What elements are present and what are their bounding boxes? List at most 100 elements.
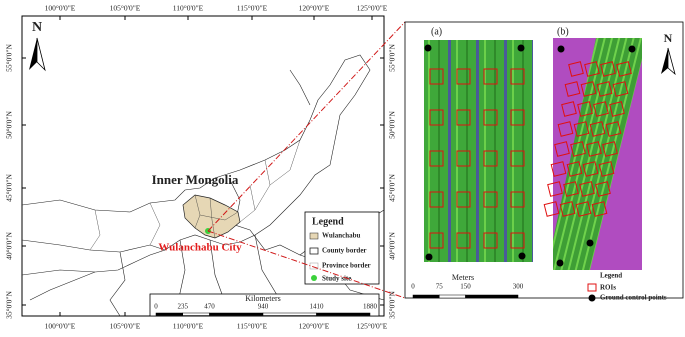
city-label: Wulanchabu City xyxy=(158,242,242,254)
roi xyxy=(483,109,498,126)
roi xyxy=(600,61,616,77)
roi xyxy=(570,141,586,157)
longitude-label: 120°0'0"E xyxy=(299,4,330,13)
scale-segment xyxy=(262,312,317,316)
roi xyxy=(483,232,498,249)
roi xyxy=(483,150,498,167)
km-scale: Kilometers 0 235 470 940 1410 1880 xyxy=(149,293,380,317)
longitude-label: 110°0'0"E xyxy=(173,322,204,331)
connector-lines xyxy=(207,21,406,299)
legend-swatch xyxy=(309,247,319,255)
roi xyxy=(429,150,444,167)
roi xyxy=(568,61,584,77)
legend-item: ROIs xyxy=(600,284,616,292)
roi xyxy=(596,81,613,97)
roi xyxy=(456,109,471,126)
roi xyxy=(456,68,471,85)
scale-tick-label: 1410 xyxy=(310,303,325,311)
north-arrow xyxy=(661,48,668,74)
roi xyxy=(559,201,576,217)
longitude-label: 115°0'0"E xyxy=(237,4,268,13)
latitude-label: 50°0'0"N xyxy=(5,111,14,139)
latitude-label: 55°0'0"N xyxy=(388,44,397,72)
m-scale: 0 75 150 300 xyxy=(411,283,524,299)
longitude-label: 100°0'0"E xyxy=(45,322,76,331)
panel-label: (a) xyxy=(431,26,442,37)
roi xyxy=(554,141,570,157)
legend-swatch xyxy=(309,232,319,240)
scale-tick-label: 1880 xyxy=(363,303,378,311)
latitude-label: 40°0'0"N xyxy=(388,232,397,260)
roi xyxy=(483,191,498,208)
legend-swatch xyxy=(588,294,596,302)
north-label: N xyxy=(32,20,42,35)
county-borders xyxy=(89,139,301,251)
roi xyxy=(609,101,625,117)
roi xyxy=(456,232,471,249)
scale-segment xyxy=(439,294,466,299)
roi xyxy=(605,121,622,137)
scale-tick-label: 0 xyxy=(154,303,158,311)
scale-tick-label: 150 xyxy=(460,283,471,291)
north-arrow xyxy=(667,47,676,76)
roi xyxy=(579,181,595,197)
scale-tick-label: 940 xyxy=(258,303,269,311)
latitude-label: 35°0'0"N xyxy=(5,291,14,319)
roi xyxy=(429,191,444,208)
roi xyxy=(584,61,600,77)
longitude-label: 120°0'0"E xyxy=(299,322,330,331)
latitude-label: 40°0'0"N xyxy=(5,232,14,260)
roi xyxy=(456,150,471,167)
latitude-label: 45°0'0"N xyxy=(388,174,397,202)
roi xyxy=(510,232,525,249)
latitude-label: 55°0'0"N xyxy=(5,44,14,72)
longitude-label: 105°0'0"E xyxy=(110,4,141,13)
scale-tick-label: 470 xyxy=(204,303,215,311)
scale-segment xyxy=(182,312,210,316)
roi xyxy=(616,61,632,77)
longitude-label: 125°0'0"E xyxy=(357,322,388,331)
north-arrow xyxy=(29,38,37,70)
longitude-label: 110°0'0"E xyxy=(173,4,204,13)
region-label: Inner Mongolia xyxy=(152,172,239,187)
legend-item: Ground control points xyxy=(600,294,667,302)
scale-segment xyxy=(412,294,440,299)
roi xyxy=(575,201,592,217)
roi xyxy=(577,101,593,117)
roi xyxy=(586,141,602,157)
roi xyxy=(561,101,577,117)
north-arrow xyxy=(36,37,46,72)
roi xyxy=(456,191,471,208)
longitude-label: 115°0'0"E xyxy=(237,322,268,331)
roi xyxy=(429,232,444,249)
roi xyxy=(547,181,563,197)
legend-title: Legend xyxy=(312,216,344,227)
rois xyxy=(429,61,632,249)
roi xyxy=(557,121,574,137)
roi xyxy=(510,109,525,126)
longitude-label: 105°0'0"E xyxy=(110,322,141,331)
roi xyxy=(580,81,597,97)
scale-segment xyxy=(155,312,183,316)
scale-tick-label: 300 xyxy=(513,283,524,291)
legend-item: Study site xyxy=(322,275,351,283)
roi xyxy=(510,68,525,85)
graticule: 100°0'0"E 100°0'0"E 105°0'0"E 105°0'0"E 110°… xyxy=(5,4,397,331)
ground-control-points xyxy=(424,44,636,267)
north-label: N xyxy=(664,31,673,45)
roi xyxy=(598,161,615,177)
roi xyxy=(563,181,579,197)
map-legend: Legend Wulanchabu County border Province… xyxy=(304,211,380,285)
legend-swatch xyxy=(311,275,317,281)
scale-tick-label: 0 xyxy=(411,283,415,291)
roi xyxy=(429,109,444,126)
scale-tick-label: 75 xyxy=(436,283,444,291)
roi xyxy=(429,68,444,85)
latitude-label: 45°0'0"N xyxy=(5,174,14,202)
scale-tick-label: 235 xyxy=(178,303,189,311)
roi xyxy=(602,141,618,157)
roi xyxy=(582,161,599,177)
roi xyxy=(510,150,525,167)
scale-segment xyxy=(465,294,519,299)
